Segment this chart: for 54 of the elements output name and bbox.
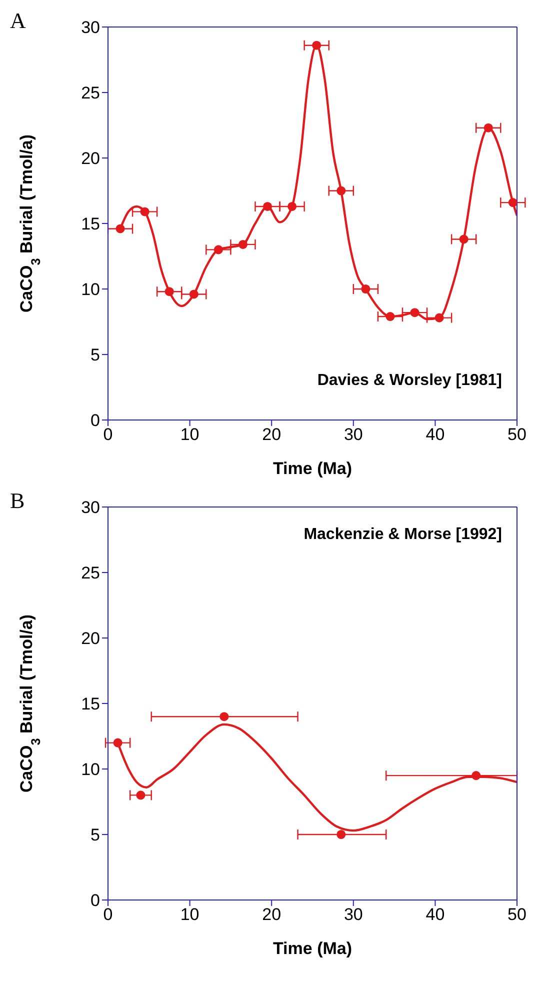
point	[459, 234, 468, 244]
point	[434, 313, 444, 322]
point	[164, 287, 174, 296]
point	[220, 712, 229, 722]
point	[484, 123, 493, 132]
x-axis-title: Time (Ma)	[272, 459, 352, 478]
point	[361, 284, 370, 294]
x-tick-label: 20	[262, 425, 282, 444]
y-tick-label: 30	[81, 498, 100, 518]
x-tick-label: 30	[344, 905, 363, 924]
point	[472, 771, 481, 780]
point	[136, 790, 146, 800]
y-tick-label: 20	[81, 629, 100, 648]
point	[238, 240, 248, 249]
annotation: Mackenzie & Morse [1992]	[304, 526, 502, 544]
y-tick-label: 15	[81, 214, 100, 234]
point	[336, 186, 346, 196]
point	[410, 308, 420, 318]
y-tick-label: 15	[81, 694, 100, 714]
point	[214, 245, 223, 254]
point	[113, 738, 122, 748]
x-axis-title: Time (Ma)	[272, 939, 352, 958]
x-tick-label: 0	[103, 905, 113, 924]
x-tick-label: 40	[426, 425, 445, 444]
point	[288, 202, 297, 211]
y-tick-label: 5	[90, 346, 100, 365]
point	[189, 290, 198, 299]
x-tick-label: 50	[508, 425, 526, 444]
point	[116, 224, 125, 234]
annotation: Davies & Worsley [1981]	[317, 372, 502, 390]
point	[336, 830, 346, 840]
chart-title: B	[10, 488, 25, 514]
y-tick-label: 0	[90, 411, 100, 430]
point	[386, 312, 395, 322]
y-tick-label: 10	[81, 280, 100, 300]
y-tick-label: 30	[81, 18, 100, 38]
y-tick-label: 5	[90, 826, 100, 845]
y-tick-label: 0	[90, 891, 100, 910]
x-tick-label: 40	[426, 905, 445, 924]
chart-title: A	[10, 8, 26, 34]
y-tick-label: 10	[81, 760, 100, 780]
point	[508, 198, 517, 208]
x-tick-label: 20	[262, 905, 282, 924]
x-tick-label: 10	[180, 905, 200, 924]
x-tick-label: 30	[344, 425, 363, 444]
point	[140, 207, 150, 216]
x-tick-label: 10	[180, 425, 200, 444]
y-tick-label: 25	[81, 84, 100, 103]
point	[262, 202, 272, 211]
point	[312, 40, 322, 50]
x-tick-label: 50	[508, 905, 526, 924]
y-tick-label: 25	[81, 564, 100, 583]
x-tick-label: 0	[103, 425, 113, 444]
y-tick-label: 20	[81, 149, 100, 168]
